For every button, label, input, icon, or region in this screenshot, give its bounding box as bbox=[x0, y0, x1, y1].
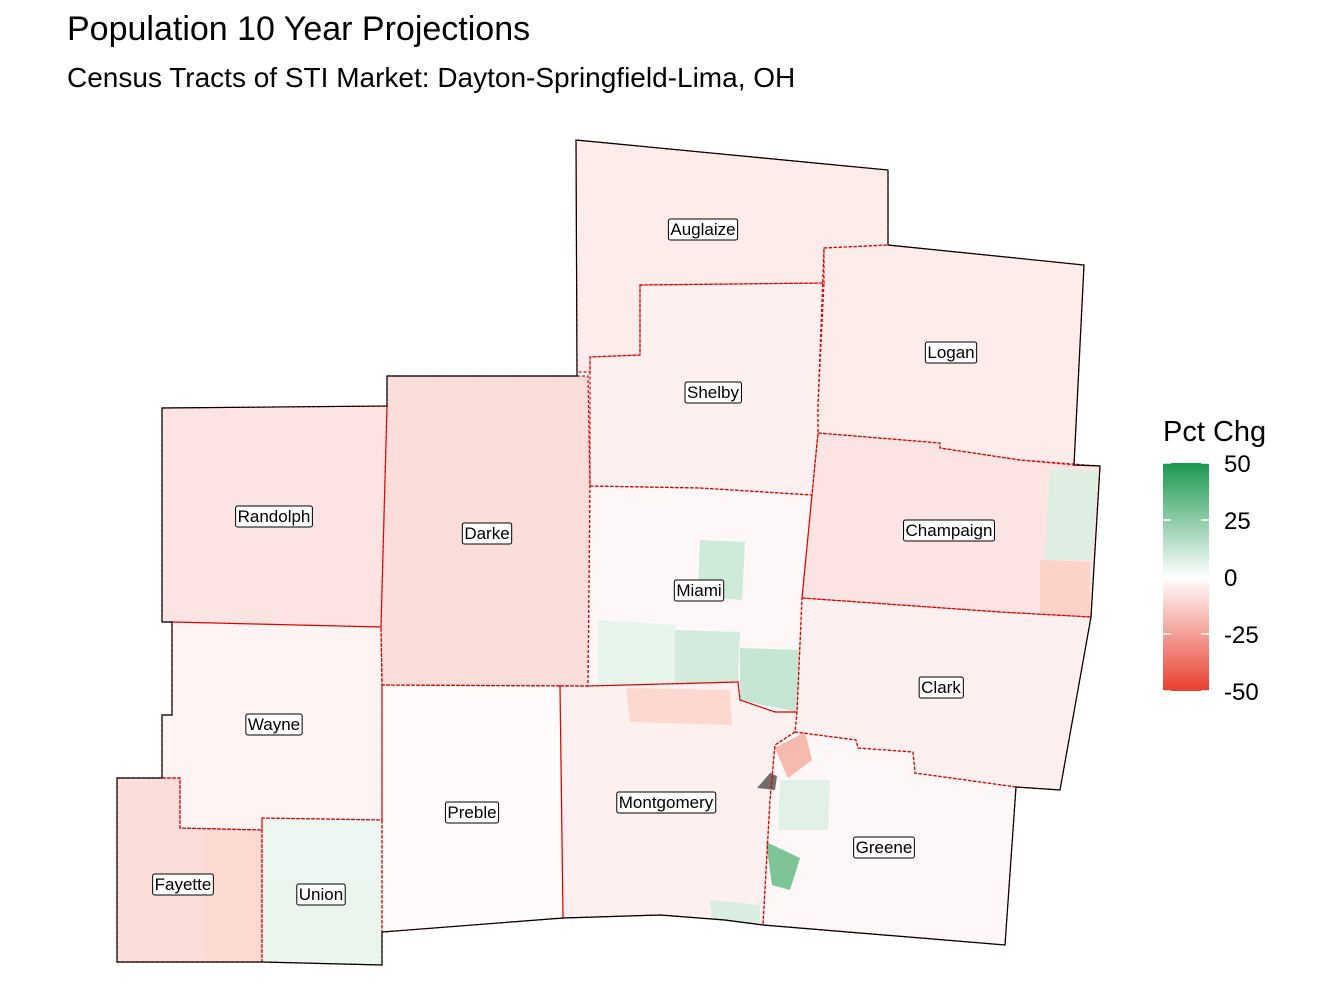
county-label-text: Fayette bbox=[155, 875, 212, 894]
chart-title: Population 10 Year Projections bbox=[67, 10, 531, 48]
county-label-wayne: Wayne bbox=[245, 713, 303, 736]
county-label-box bbox=[853, 836, 915, 859]
market-outline-path bbox=[116, 139, 1101, 966]
county-border-wayne bbox=[161, 621, 383, 831]
tract-patch bbox=[205, 830, 262, 960]
county-label-montgomery: Montgomery bbox=[616, 791, 717, 814]
county-label-box bbox=[245, 713, 303, 736]
county-label-box bbox=[461, 522, 513, 545]
tract-patch bbox=[710, 900, 760, 925]
legend-tick-label: 0 bbox=[1224, 565, 1237, 592]
tract-patch bbox=[598, 620, 675, 686]
market-outline bbox=[116, 139, 1101, 966]
county-label-text: Wayne bbox=[248, 715, 300, 734]
county-label-box bbox=[235, 505, 313, 528]
tract-patch bbox=[626, 688, 732, 725]
county-label-text: Montgomery bbox=[619, 793, 714, 812]
county-label-box bbox=[616, 791, 717, 814]
county-auglaize bbox=[576, 140, 888, 372]
legend-tick-label: 25 bbox=[1224, 508, 1251, 535]
county-label-clark: Clark bbox=[918, 676, 964, 699]
legend-title: Pct Chg bbox=[1163, 416, 1266, 448]
county-label-darke: Darke bbox=[461, 522, 513, 545]
tract-patch bbox=[262, 880, 380, 962]
county-label-box bbox=[296, 883, 346, 906]
county-label-text: Champaign bbox=[906, 521, 993, 540]
county-label-box bbox=[673, 579, 725, 602]
county-label-text: Randolph bbox=[238, 507, 311, 526]
legend-ticks: 50 25 0 -25 -50 bbox=[1163, 451, 1259, 706]
tract-patch bbox=[740, 648, 800, 712]
county-label-box bbox=[152, 873, 214, 896]
legend-tick-label: -50 bbox=[1224, 679, 1259, 706]
county-label-fayette: Fayette bbox=[152, 873, 214, 896]
county-label-text: Union bbox=[299, 885, 343, 904]
county-label-text: Greene bbox=[856, 838, 913, 857]
county-labels: Auglaize Logan Shelby Randolph Darke Champaig… bbox=[152, 218, 995, 906]
county-label-miami: Miami bbox=[673, 579, 725, 602]
county-label-box bbox=[918, 676, 964, 699]
chart-subtitle: Census Tracts of STI Market: Dayton-Spri… bbox=[67, 62, 796, 93]
county-label-shelby: Shelby bbox=[684, 381, 742, 404]
legend-tick-label: -25 bbox=[1224, 622, 1259, 649]
county-label-champaign: Champaign bbox=[903, 519, 995, 542]
county-label-union: Union bbox=[296, 883, 346, 906]
county-label-preble: Preble bbox=[444, 801, 500, 824]
county-label-box bbox=[444, 801, 500, 824]
county-border-champaign bbox=[801, 432, 1101, 618]
county-label-randolph: Randolph bbox=[235, 505, 313, 528]
county-border-miami bbox=[587, 485, 813, 713]
tract-patch bbox=[778, 780, 830, 830]
legend-tick-label: 50 bbox=[1224, 451, 1251, 478]
county-label-auglaize: Auglaize bbox=[667, 218, 739, 241]
county-label-box bbox=[903, 519, 995, 542]
tract-patch bbox=[675, 630, 740, 685]
county-label-text: Preble bbox=[447, 803, 496, 822]
tract-patch bbox=[775, 732, 812, 778]
county-label-box bbox=[684, 381, 742, 404]
county-label-box bbox=[667, 218, 739, 241]
county-label-text: Miami bbox=[676, 581, 721, 600]
county-label-greene: Greene bbox=[853, 836, 915, 859]
county-label-text: Clark bbox=[921, 678, 961, 697]
tract-patch bbox=[1045, 470, 1098, 560]
county-label-text: Darke bbox=[464, 524, 509, 543]
county-label-text: Auglaize bbox=[670, 220, 735, 239]
county-label-text: Logan bbox=[927, 343, 974, 362]
county-label-text: Shelby bbox=[687, 383, 739, 402]
tract-patch bbox=[1040, 560, 1090, 617]
tract-patches bbox=[205, 470, 1098, 962]
county-label-box bbox=[924, 341, 978, 364]
tract-patch bbox=[766, 842, 800, 890]
county-label-logan: Logan bbox=[924, 341, 978, 364]
